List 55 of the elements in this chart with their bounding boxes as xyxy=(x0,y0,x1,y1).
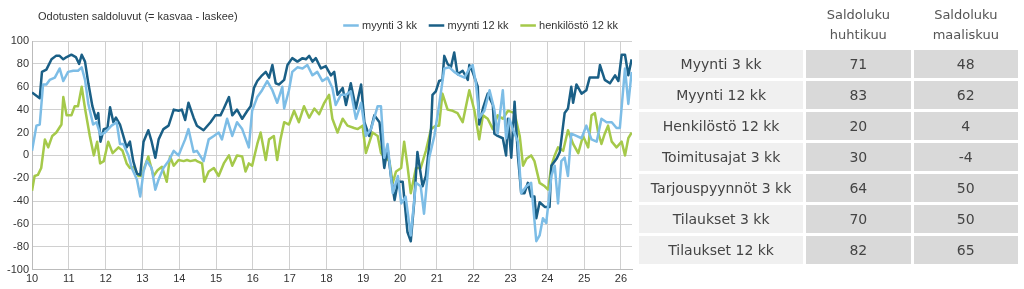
y-tick-label: -80 xyxy=(13,239,30,252)
data-label: 71 xyxy=(806,50,911,78)
data-label: -4 xyxy=(913,143,1018,171)
series-label: Saldoluku huhtikuu xyxy=(825,6,891,44)
data-label: 65 xyxy=(913,236,1018,264)
x-tick-label: 25 xyxy=(578,272,591,285)
y-tick-label: 60 xyxy=(16,79,30,92)
legend-label: myynti 12 kk xyxy=(447,18,510,31)
x-tick-label: 21 xyxy=(430,272,444,285)
y-tick-label: 100 xyxy=(10,34,30,47)
y-tick-label: -40 xyxy=(13,194,30,207)
data-label: 50 xyxy=(913,174,1018,202)
y-tick-label: 20 xyxy=(16,125,30,138)
x-tick-label: 15 xyxy=(209,272,223,285)
data-label: 4 xyxy=(913,112,1018,140)
data-label: 83 xyxy=(806,81,911,109)
x-tick-label: 22 xyxy=(467,272,480,285)
category-label: Myynti 3 kk xyxy=(639,50,804,78)
y-tick-label: -20 xyxy=(13,171,30,184)
x-tick-label: 26 xyxy=(614,272,628,285)
x-tick-label: 14 xyxy=(173,272,186,285)
y-tick-label: -60 xyxy=(13,217,30,230)
chart-title: Odotusten saldoluvut (= kasvaa - laskee) xyxy=(38,10,238,23)
data-label: 20 xyxy=(806,112,911,140)
legend-label: myynti 3 kk xyxy=(361,18,418,31)
data-label: 50 xyxy=(913,205,1018,233)
x-tick-label: 20 xyxy=(393,272,407,285)
x-tick-label: 10 xyxy=(25,272,39,285)
x-tick-label: 18 xyxy=(320,272,333,285)
category-label: Tilaukset 12 kk xyxy=(639,236,804,264)
x-tick-label: 11 xyxy=(63,272,75,285)
x-tick-label: 13 xyxy=(136,272,149,285)
x-tick-label: 23 xyxy=(504,272,517,285)
category-label: Tarjouspyynnöt 3 kk xyxy=(639,174,804,202)
series-label: Saldoluku maaliskuu xyxy=(931,6,1000,44)
y-tick-label: 0 xyxy=(22,148,30,161)
data-label: 30 xyxy=(806,143,911,171)
category-label: Toimitusajat 3 kk xyxy=(639,143,804,171)
data-label: 82 xyxy=(806,236,911,264)
data-label: 70 xyxy=(806,205,911,233)
x-tick-label: 12 xyxy=(99,272,112,285)
y-tick-label: 40 xyxy=(16,102,30,115)
data-label: 48 xyxy=(913,50,1018,78)
x-tick-label: 16 xyxy=(246,272,259,285)
x-tick-label: 19 xyxy=(357,272,370,285)
category-label: Henkilöstö 12 kk xyxy=(639,112,804,140)
category-label: Tilaukset 3 kk xyxy=(639,205,804,233)
legend-label: henkilöstö 12 kk xyxy=(539,18,619,31)
x-tick-label: 24 xyxy=(541,272,554,285)
data-label: 62 xyxy=(913,81,1018,109)
y-tick-label: -100 xyxy=(6,262,30,275)
y-tick-label: 80 xyxy=(16,56,30,69)
data-label: 64 xyxy=(806,174,911,202)
x-tick-label: 17 xyxy=(283,272,296,285)
category-label: Myynti 12 kk xyxy=(639,81,804,109)
